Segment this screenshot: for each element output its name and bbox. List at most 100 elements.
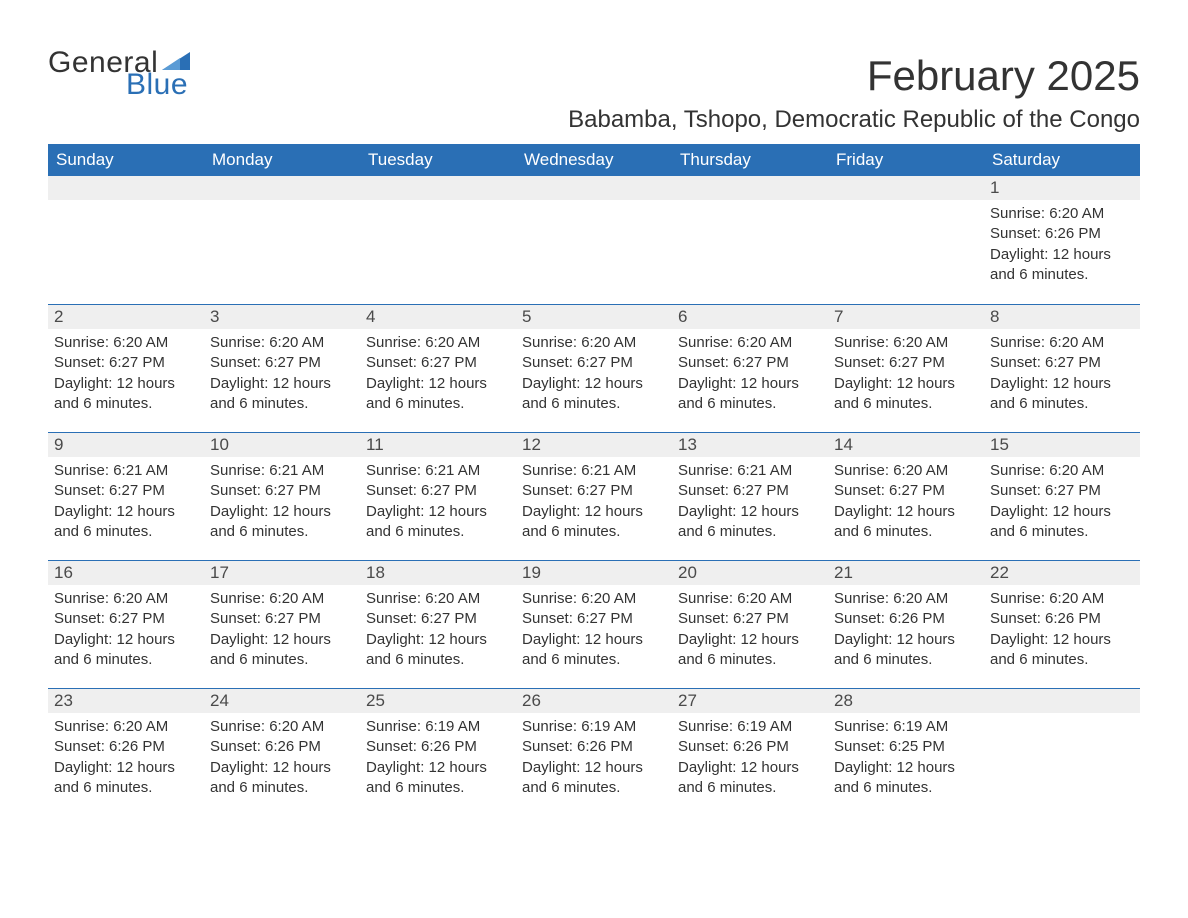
sunset-line: Sunset: 6:27 PM — [678, 609, 822, 629]
day-detail: Sunrise: 6:19 AMSunset: 6:26 PMDaylight:… — [516, 713, 672, 806]
sunset-line: Sunset: 6:27 PM — [990, 481, 1134, 501]
day-detail: Sunrise: 6:21 AMSunset: 6:27 PMDaylight:… — [516, 457, 672, 550]
daylight-line: Daylight: 12 hours and 6 minutes. — [678, 502, 822, 543]
day-number: 2 — [48, 305, 204, 329]
sunrise-line: Sunrise: 6:19 AM — [834, 717, 978, 737]
day-of-week-header: Sunday Monday Tuesday Wednesday Thursday… — [48, 144, 1140, 176]
daylight-line: Daylight: 12 hours and 6 minutes. — [366, 374, 510, 415]
calendar-cell: 25Sunrise: 6:19 AMSunset: 6:26 PMDayligh… — [360, 689, 516, 816]
day-detail: Sunrise: 6:20 AMSunset: 6:26 PMDaylight:… — [204, 713, 360, 806]
sunset-line: Sunset: 6:27 PM — [522, 353, 666, 373]
daylight-line: Daylight: 12 hours and 6 minutes. — [522, 630, 666, 671]
sunrise-line: Sunrise: 6:20 AM — [366, 333, 510, 353]
daylight-line: Daylight: 12 hours and 6 minutes. — [54, 502, 198, 543]
day-detail: Sunrise: 6:21 AMSunset: 6:27 PMDaylight:… — [360, 457, 516, 550]
day-number: 11 — [360, 433, 516, 457]
day-number: 9 — [48, 433, 204, 457]
day-number: 24 — [204, 689, 360, 713]
calendar-cell: 6Sunrise: 6:20 AMSunset: 6:27 PMDaylight… — [672, 305, 828, 432]
daylight-line: Daylight: 12 hours and 6 minutes. — [678, 374, 822, 415]
day-number: 16 — [48, 561, 204, 585]
day-number — [516, 176, 672, 200]
daylight-line: Daylight: 12 hours and 6 minutes. — [366, 758, 510, 799]
sunrise-line: Sunrise: 6:20 AM — [210, 333, 354, 353]
dow-friday: Friday — [828, 144, 984, 176]
sunset-line: Sunset: 6:27 PM — [366, 353, 510, 373]
day-number: 26 — [516, 689, 672, 713]
day-detail: Sunrise: 6:20 AMSunset: 6:27 PMDaylight:… — [360, 329, 516, 422]
day-number: 21 — [828, 561, 984, 585]
brand-word-2: Blue — [126, 70, 190, 100]
calendar-cell: 26Sunrise: 6:19 AMSunset: 6:26 PMDayligh… — [516, 689, 672, 816]
day-detail: Sunrise: 6:20 AMSunset: 6:26 PMDaylight:… — [48, 713, 204, 806]
sunrise-line: Sunrise: 6:20 AM — [210, 717, 354, 737]
calendar-cell — [360, 176, 516, 304]
sunrise-line: Sunrise: 6:20 AM — [990, 333, 1134, 353]
page-title: February 2025 — [867, 52, 1140, 100]
day-number: 17 — [204, 561, 360, 585]
sunset-line: Sunset: 6:26 PM — [678, 737, 822, 757]
daylight-line: Daylight: 12 hours and 6 minutes. — [990, 245, 1134, 286]
sunrise-line: Sunrise: 6:19 AM — [522, 717, 666, 737]
calendar-week: 23Sunrise: 6:20 AMSunset: 6:26 PMDayligh… — [48, 688, 1140, 816]
day-detail: Sunrise: 6:20 AMSunset: 6:26 PMDaylight:… — [984, 585, 1140, 678]
day-number: 4 — [360, 305, 516, 329]
sunrise-line: Sunrise: 6:20 AM — [210, 589, 354, 609]
sunset-line: Sunset: 6:27 PM — [366, 481, 510, 501]
calendar-cell: 2Sunrise: 6:20 AMSunset: 6:27 PMDaylight… — [48, 305, 204, 432]
calendar-cell: 21Sunrise: 6:20 AMSunset: 6:26 PMDayligh… — [828, 561, 984, 688]
calendar-cell — [828, 176, 984, 304]
calendar-cell: 19Sunrise: 6:20 AMSunset: 6:27 PMDayligh… — [516, 561, 672, 688]
daylight-line: Daylight: 12 hours and 6 minutes. — [834, 374, 978, 415]
sunrise-line: Sunrise: 6:20 AM — [990, 204, 1134, 224]
sunset-line: Sunset: 6:25 PM — [834, 737, 978, 757]
day-detail: Sunrise: 6:19 AMSunset: 6:26 PMDaylight:… — [360, 713, 516, 806]
daylight-line: Daylight: 12 hours and 6 minutes. — [54, 374, 198, 415]
calendar-cell: 9Sunrise: 6:21 AMSunset: 6:27 PMDaylight… — [48, 433, 204, 560]
calendar-cell — [672, 176, 828, 304]
calendar-cell: 16Sunrise: 6:20 AMSunset: 6:27 PMDayligh… — [48, 561, 204, 688]
calendar-grid: Sunday Monday Tuesday Wednesday Thursday… — [48, 144, 1140, 816]
day-detail: Sunrise: 6:21 AMSunset: 6:27 PMDaylight:… — [48, 457, 204, 550]
day-number — [48, 176, 204, 200]
sunset-line: Sunset: 6:26 PM — [54, 737, 198, 757]
calendar-cell: 22Sunrise: 6:20 AMSunset: 6:26 PMDayligh… — [984, 561, 1140, 688]
sunrise-line: Sunrise: 6:20 AM — [678, 333, 822, 353]
day-detail: Sunrise: 6:20 AMSunset: 6:26 PMDaylight:… — [984, 200, 1140, 293]
day-detail: Sunrise: 6:21 AMSunset: 6:27 PMDaylight:… — [204, 457, 360, 550]
sunrise-line: Sunrise: 6:20 AM — [990, 461, 1134, 481]
daylight-line: Daylight: 12 hours and 6 minutes. — [834, 630, 978, 671]
day-number: 20 — [672, 561, 828, 585]
day-detail: Sunrise: 6:20 AMSunset: 6:27 PMDaylight:… — [360, 585, 516, 678]
day-number: 3 — [204, 305, 360, 329]
day-number: 28 — [828, 689, 984, 713]
calendar-page: General Blue February 2025 Babamba, Tsho… — [0, 0, 1188, 856]
daylight-line: Daylight: 12 hours and 6 minutes. — [678, 758, 822, 799]
sunset-line: Sunset: 6:27 PM — [54, 353, 198, 373]
day-number: 10 — [204, 433, 360, 457]
day-detail: Sunrise: 6:20 AMSunset: 6:27 PMDaylight:… — [516, 329, 672, 422]
sunset-line: Sunset: 6:26 PM — [522, 737, 666, 757]
dow-sunday: Sunday — [48, 144, 204, 176]
day-number: 5 — [516, 305, 672, 329]
day-number — [204, 176, 360, 200]
calendar-cell: 23Sunrise: 6:20 AMSunset: 6:26 PMDayligh… — [48, 689, 204, 816]
sunset-line: Sunset: 6:27 PM — [990, 353, 1134, 373]
calendar-cell: 15Sunrise: 6:20 AMSunset: 6:27 PMDayligh… — [984, 433, 1140, 560]
daylight-line: Daylight: 12 hours and 6 minutes. — [678, 630, 822, 671]
calendar-cell: 7Sunrise: 6:20 AMSunset: 6:27 PMDaylight… — [828, 305, 984, 432]
day-detail: Sunrise: 6:20 AMSunset: 6:27 PMDaylight:… — [48, 585, 204, 678]
day-number: 22 — [984, 561, 1140, 585]
sunset-line: Sunset: 6:26 PM — [990, 609, 1134, 629]
calendar-cell: 18Sunrise: 6:20 AMSunset: 6:27 PMDayligh… — [360, 561, 516, 688]
daylight-line: Daylight: 12 hours and 6 minutes. — [210, 630, 354, 671]
sunrise-line: Sunrise: 6:20 AM — [834, 461, 978, 481]
day-detail: Sunrise: 6:20 AMSunset: 6:27 PMDaylight:… — [672, 585, 828, 678]
day-detail: Sunrise: 6:20 AMSunset: 6:27 PMDaylight:… — [984, 329, 1140, 422]
sunset-line: Sunset: 6:27 PM — [522, 481, 666, 501]
sunrise-line: Sunrise: 6:20 AM — [522, 333, 666, 353]
day-detail: Sunrise: 6:20 AMSunset: 6:27 PMDaylight:… — [48, 329, 204, 422]
day-number: 19 — [516, 561, 672, 585]
day-detail: Sunrise: 6:19 AMSunset: 6:26 PMDaylight:… — [672, 713, 828, 806]
sunset-line: Sunset: 6:27 PM — [210, 353, 354, 373]
